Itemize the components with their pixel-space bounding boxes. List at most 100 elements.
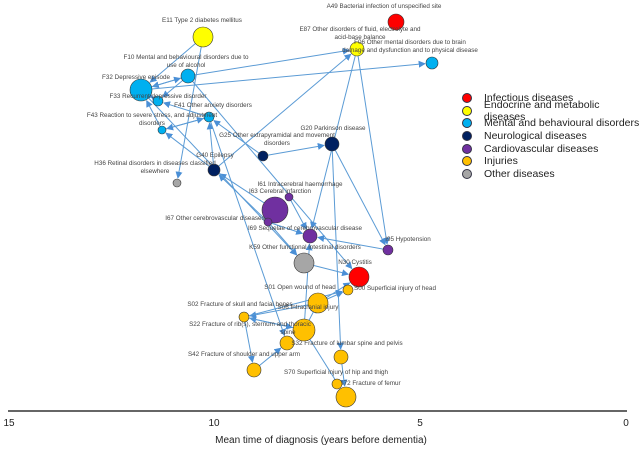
edge-I67-K59 xyxy=(267,221,298,256)
node-label: I67 Other cerebrovascular diseases xyxy=(165,215,264,222)
node-s02[interactable]: S02 Fracture of skull and facial bones xyxy=(187,301,293,323)
node-circle xyxy=(261,196,289,224)
node-circle xyxy=(333,349,349,365)
legend-swatch xyxy=(462,93,472,104)
node-circle xyxy=(246,362,262,378)
edge-E11-F32 xyxy=(149,36,204,83)
node-g40[interactable]: G40 Epilepsy xyxy=(196,152,235,177)
node-i63[interactable]: I63 Cerebral infarction xyxy=(249,188,311,224)
node-circle xyxy=(172,178,182,188)
node-label: F32 Depressive episode xyxy=(102,74,170,81)
node-f10[interactable]: F10 Mental and behavioural disorders due… xyxy=(124,54,249,84)
legend-item: Other diseases xyxy=(462,168,642,181)
x-tick-label: 10 xyxy=(208,418,220,429)
node-circle xyxy=(263,217,273,227)
node-s72[interactable]: S72 Fracture of femur xyxy=(335,380,401,408)
node-circle xyxy=(293,252,315,274)
node-label: acid-base balance xyxy=(334,34,386,41)
node-circle xyxy=(302,228,318,244)
node-label: I69 Sequelae of cerebrovascular disease xyxy=(248,225,363,232)
node-label: G40 Epilepsy xyxy=(196,152,234,159)
node-f41[interactable]: F41 Other anxiety disorders xyxy=(174,102,252,123)
node-label: S06 Intracranial injury xyxy=(278,304,340,311)
legend-swatch xyxy=(462,105,472,116)
legend-label: Mental and behavioural disorders xyxy=(484,117,640,130)
node-s22[interactable]: S22 Fracture of rib(s), sternum and thor… xyxy=(189,318,316,342)
node-label: I61 Intracerebral haemorrhage xyxy=(257,181,343,188)
node-label: I63 Cerebral infarction xyxy=(249,188,311,195)
node-label: disorders xyxy=(139,120,165,127)
legend-swatch xyxy=(462,131,472,142)
node-circle xyxy=(257,150,269,162)
edge-F41-F33 xyxy=(163,101,210,118)
edge-F43-F32 xyxy=(146,100,163,131)
node-label: S70 Superficial injury of hip and thigh xyxy=(284,369,388,376)
node-i61[interactable]: I61 Intracerebral haemorrhage xyxy=(257,181,343,202)
node-label: S02 Fracture of skull and facial bones xyxy=(187,301,292,308)
node-label: I95 Hypotension xyxy=(385,236,431,243)
edge-S02-S42 xyxy=(243,316,255,363)
node-label: disorders xyxy=(264,140,290,147)
node-k59[interactable]: K59 Other functional intestinal disorder… xyxy=(249,244,361,274)
node-label: K59 Other functional intestinal disorder… xyxy=(249,244,361,251)
legend-item: Endocrine and metabolic diseases xyxy=(462,99,642,123)
edge-G20-I95 xyxy=(331,143,386,246)
node-circle xyxy=(425,56,439,70)
node-circle xyxy=(348,266,370,288)
node-h36[interactable]: H36 Retinal disorders in diseases classi… xyxy=(94,160,216,188)
legend-label: Infectious diseases xyxy=(484,92,574,105)
edge-E11-H36 xyxy=(175,36,204,179)
node-i67[interactable]: I67 Other cerebrovascular diseases xyxy=(165,215,273,227)
edge-I67-I69 xyxy=(267,221,304,235)
edge-G20-S70 xyxy=(331,143,344,350)
node-label: damage and dysfunction and to physical d… xyxy=(342,47,478,54)
legend: Infectious diseases Endocrine and metabo… xyxy=(462,92,642,180)
node-circle xyxy=(129,78,153,102)
edge-I95-I69 xyxy=(317,235,389,251)
node-f06[interactable]: F06 Other mental disorders due to braind… xyxy=(342,39,478,70)
node-circle xyxy=(207,163,221,177)
node-s42[interactable]: S42 Fracture of shoulder and upper arm xyxy=(188,351,300,378)
node-e87[interactable]: E87 Other disorders of fluid, electrolyt… xyxy=(299,26,421,57)
node-label: A49 Bacterial infection of unspecified s… xyxy=(327,3,442,10)
legend-swatch xyxy=(462,168,472,179)
node-s70[interactable]: S70 Superficial injury of hip and thigh xyxy=(284,349,388,376)
legend-swatch xyxy=(462,143,472,154)
node-label: H36 Retinal disorders in diseases classi… xyxy=(94,160,216,167)
node-circle xyxy=(324,136,340,152)
node-label: use of alcohol xyxy=(167,62,206,69)
edge-E87-I95 xyxy=(356,48,390,245)
node-f43[interactable]: F43 Reaction to severe stress, and adjus… xyxy=(87,112,217,135)
node-label: S42 Fracture of shoulder and upper arm xyxy=(188,351,300,358)
node-i69[interactable]: I69 Sequelae of cerebrovascular disease xyxy=(248,225,363,244)
node-f32[interactable]: F32 Depressive episode xyxy=(102,74,170,102)
node-label: N30 Cystitis xyxy=(338,259,372,266)
edge-F32-F06 xyxy=(140,60,426,91)
node-g20[interactable]: G20 Parkinson disease xyxy=(300,125,366,152)
node-s32[interactable]: S32 Fracture of lumbar spine and pelvis xyxy=(279,335,403,351)
node-circle xyxy=(284,192,294,202)
edge-S22-S72 xyxy=(303,329,341,389)
node-s01[interactable]: S01 Open wound of head xyxy=(264,284,336,314)
edge-S02-S00 xyxy=(243,289,343,318)
node-circle xyxy=(279,335,295,351)
edge-F10-E87 xyxy=(187,47,350,77)
node-label: F06 Other mental disorders due to brain xyxy=(354,39,466,46)
node-label: F41 Other anxiety disorders xyxy=(174,102,252,109)
node-label: S01 Open wound of head xyxy=(264,284,336,291)
node-g25[interactable]: G25 Other extrapyramidal and movementdis… xyxy=(219,132,335,162)
node-n30[interactable]: N30 Cystitis xyxy=(338,259,372,288)
node-label: F33 Recurrent depressive disorder xyxy=(110,93,207,100)
node-f33[interactable]: F33 Recurrent depressive disorder xyxy=(110,93,207,107)
node-i95[interactable]: I95 Hypotension xyxy=(382,236,431,256)
node-a49[interactable]: A49 Bacterial infection of unspecified s… xyxy=(327,3,442,31)
node-e11[interactable]: E11 Type 2 diabetes mellitus xyxy=(162,17,242,48)
node-circle xyxy=(382,244,394,256)
node-circle xyxy=(180,68,196,84)
node-circle xyxy=(335,386,357,408)
node-s06[interactable]: S06 Intracranial injury xyxy=(278,304,340,311)
legend-swatch xyxy=(462,118,472,129)
node-s00[interactable]: S00 Superficial injury of head xyxy=(342,284,436,296)
node-circle xyxy=(152,95,164,107)
